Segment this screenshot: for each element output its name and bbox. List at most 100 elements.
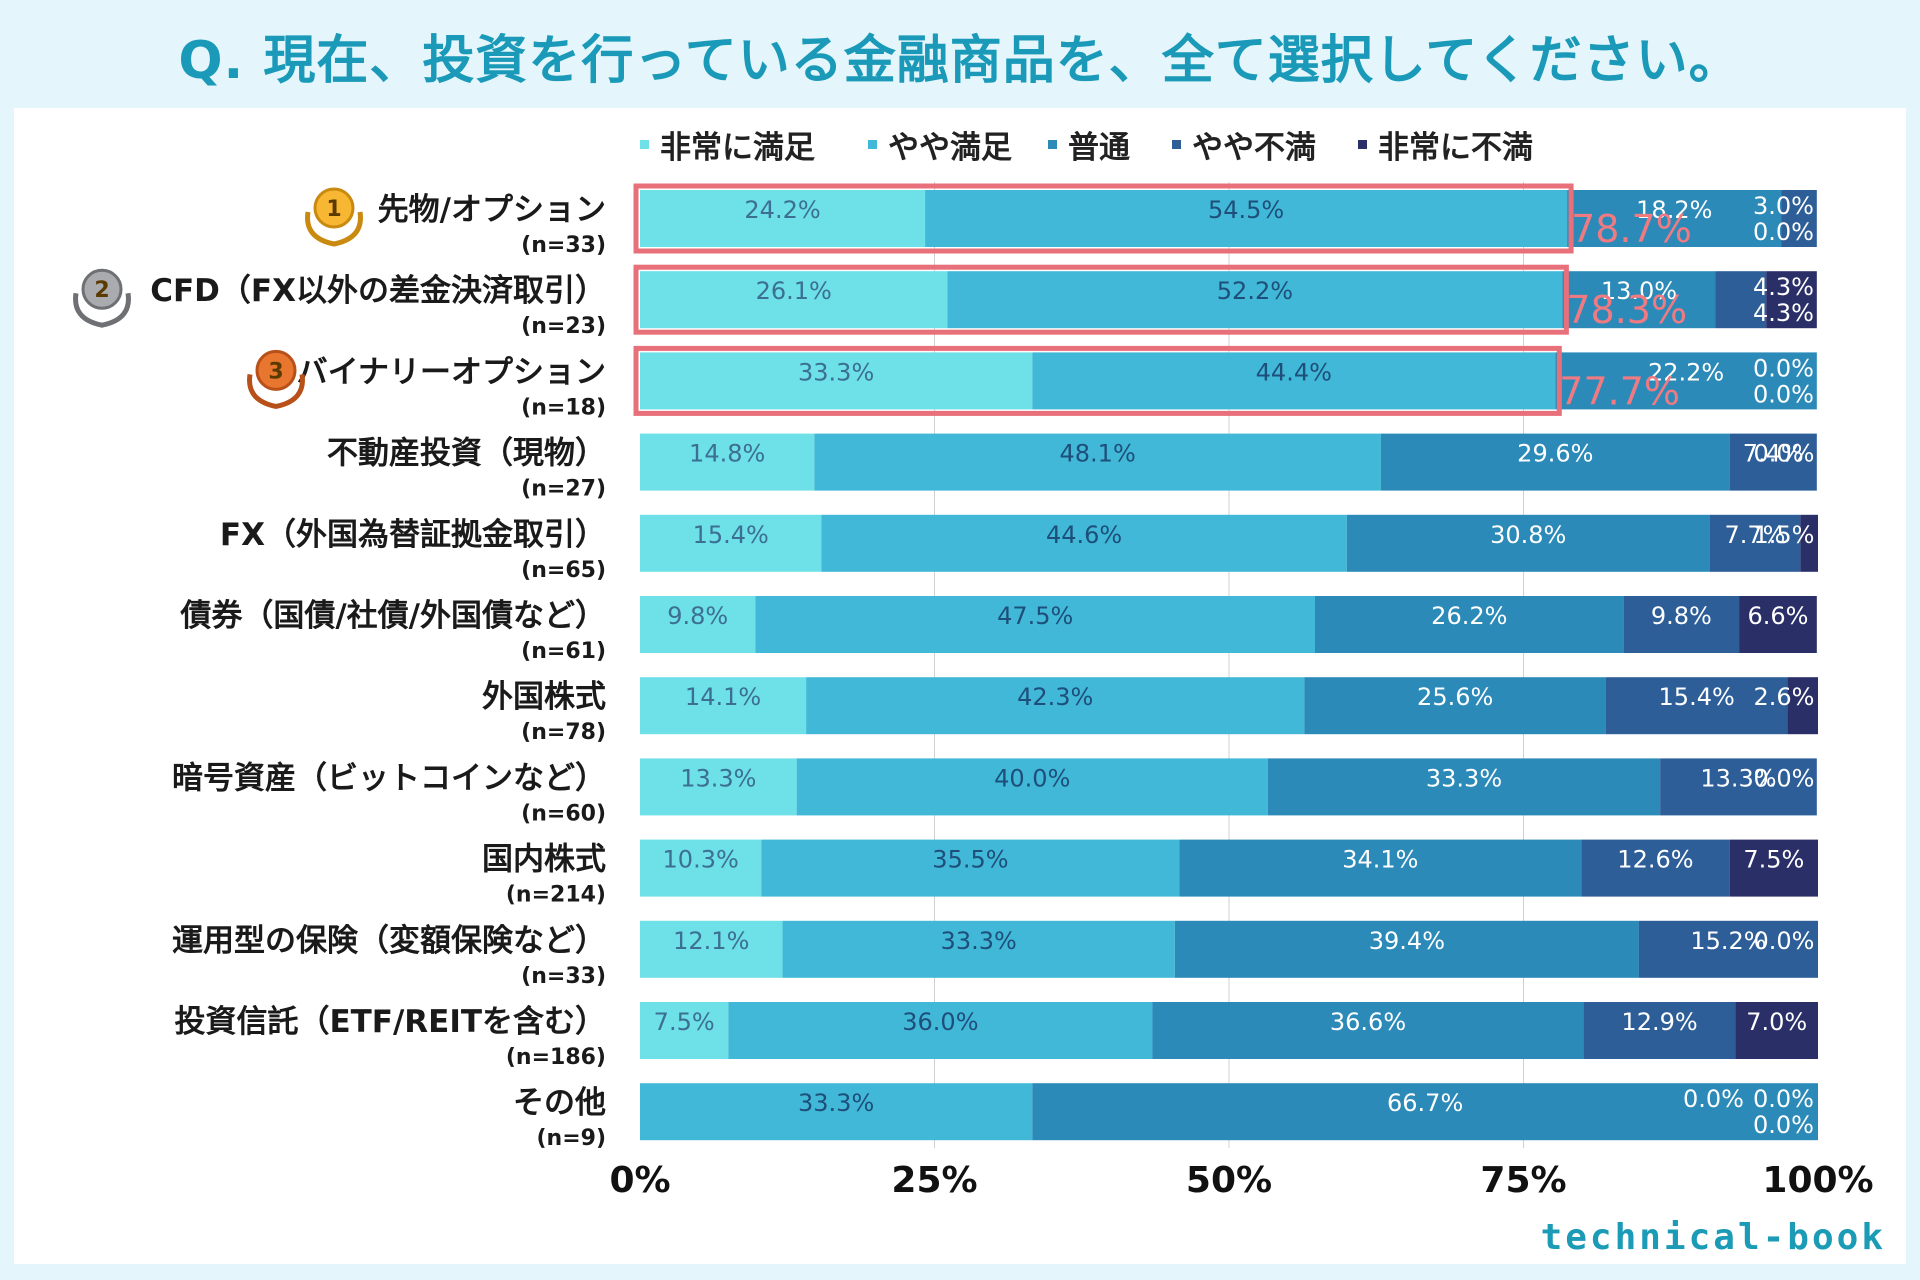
bar-segment bbox=[1346, 514, 1710, 572]
sample-size-label: (n=33) bbox=[521, 964, 606, 989]
category-label: 不動産投資（現物） bbox=[327, 436, 606, 472]
data-label: 24.2% bbox=[744, 196, 820, 224]
legend-label: 非常に満足 bbox=[660, 130, 815, 166]
medal-rank-label: 2 bbox=[94, 278, 109, 303]
bar-segment bbox=[640, 677, 807, 735]
highlight-box bbox=[633, 345, 1562, 416]
data-label: 44.4% bbox=[1256, 358, 1332, 386]
bar-segment bbox=[1729, 433, 1817, 491]
medal-icon bbox=[255, 349, 297, 391]
x-tick-label: 50% bbox=[1186, 1160, 1272, 1201]
data-label: 1.5% bbox=[1754, 521, 1815, 549]
bar-segment bbox=[782, 920, 1175, 978]
bar-segment bbox=[640, 758, 797, 816]
bar-segment bbox=[728, 1002, 1153, 1059]
category-label: バイナリーオプション bbox=[297, 354, 606, 390]
bar-segment bbox=[821, 514, 1347, 572]
legend-swatch bbox=[1172, 140, 1181, 149]
data-label: 7.5% bbox=[654, 1008, 715, 1036]
bar-segment bbox=[1800, 514, 1818, 572]
data-label: 47.5% bbox=[997, 602, 1073, 630]
bar-segment bbox=[1605, 677, 1788, 735]
sample-size-label: (n=214) bbox=[506, 883, 606, 908]
data-label: 2.6% bbox=[1754, 683, 1815, 711]
bar-segment bbox=[1781, 190, 1817, 247]
data-label: 7.5% bbox=[1743, 846, 1804, 874]
bar-segment bbox=[1152, 1002, 1584, 1059]
data-label: 36.0% bbox=[902, 1008, 978, 1036]
bar-segment bbox=[1555, 352, 1817, 410]
bar-segment bbox=[1623, 596, 1740, 653]
bar-segment bbox=[640, 433, 815, 491]
category-label: CFD（FX以外の差金決済取引） bbox=[150, 273, 606, 309]
data-label: 33.3% bbox=[941, 927, 1017, 955]
bar-segment bbox=[806, 677, 1305, 735]
legend-label: 普通 bbox=[1068, 130, 1130, 166]
data-label: 26.2% bbox=[1431, 602, 1507, 630]
bar-segment bbox=[640, 596, 756, 653]
bar-segment bbox=[1766, 271, 1817, 329]
data-label: 30.8% bbox=[1490, 521, 1566, 549]
bar-segment bbox=[1032, 1083, 1818, 1141]
data-label: 48.1% bbox=[1060, 440, 1136, 468]
sample-size-label: (n=33) bbox=[521, 233, 606, 258]
bar-segment bbox=[755, 596, 1315, 653]
category-label: 債券（国債/社債/外国債など） bbox=[179, 598, 606, 634]
highlight-total-label: 78.7% bbox=[1571, 207, 1692, 251]
category-label: FX（外国為替証拠金取引） bbox=[220, 517, 606, 553]
bar-segment bbox=[1709, 514, 1801, 572]
bar-segment bbox=[1032, 352, 1556, 410]
data-label: 66.7% bbox=[1387, 1089, 1463, 1117]
data-label: 6.6% bbox=[1747, 602, 1808, 630]
category-label: 暗号資産（ビットコインなど） bbox=[172, 760, 606, 796]
data-label: 36.6% bbox=[1330, 1008, 1406, 1036]
bar-segment bbox=[1562, 271, 1716, 329]
highlight-box bbox=[633, 264, 1569, 335]
highlight-total-label: 77.7% bbox=[1559, 369, 1680, 413]
data-label: 13.0% bbox=[1601, 277, 1677, 305]
data-label: 4.3% bbox=[1753, 273, 1814, 301]
x-tick-label: 100% bbox=[1762, 1160, 1873, 1201]
data-label: 39.4% bbox=[1369, 927, 1445, 955]
data-label: 35.5% bbox=[932, 846, 1008, 874]
sample-size-label: (n=9) bbox=[536, 1126, 606, 1151]
laurel-icon bbox=[247, 374, 305, 409]
bar-segment bbox=[640, 1083, 1033, 1141]
legend-label: やや不満 bbox=[1192, 130, 1316, 166]
bar-segment bbox=[640, 1002, 729, 1059]
data-label: 33.3% bbox=[798, 1089, 874, 1117]
bar-segment bbox=[796, 758, 1268, 816]
laurel-icon bbox=[305, 211, 363, 247]
data-label: 9.8% bbox=[667, 602, 728, 630]
legend-label: 非常に不満 bbox=[1378, 130, 1533, 166]
data-label: 15.2% bbox=[1690, 927, 1766, 955]
data-label: 0.0% bbox=[1753, 380, 1814, 408]
category-label: 国内株式 bbox=[482, 842, 606, 878]
data-label: 0.0% bbox=[1754, 440, 1815, 468]
bar-segment bbox=[640, 271, 948, 329]
sample-size-label: (n=186) bbox=[506, 1045, 606, 1070]
bar-segment bbox=[640, 839, 762, 897]
brand-logo: technical-book bbox=[1540, 1217, 1886, 1258]
data-label: 7.7% bbox=[1724, 521, 1785, 549]
bar-segment bbox=[640, 352, 1033, 410]
data-label: 14.8% bbox=[689, 440, 765, 468]
data-label: 34.1% bbox=[1342, 846, 1418, 874]
sample-size-label: (n=65) bbox=[521, 558, 606, 583]
bar-segment bbox=[947, 271, 1563, 329]
data-label: 0.0% bbox=[1754, 927, 1815, 955]
page-title: Q. 現在、投資を行っている金融商品を、全て選択してください。 bbox=[178, 31, 1742, 91]
data-label: 52.2% bbox=[1217, 277, 1293, 305]
data-label: 14.1% bbox=[685, 683, 761, 711]
bar-segment bbox=[1267, 758, 1661, 816]
sample-size-label: (n=78) bbox=[521, 720, 606, 745]
data-label: 54.5% bbox=[1208, 196, 1284, 224]
medal-rank-label: 1 bbox=[326, 197, 341, 222]
category-label: 先物/オプション bbox=[378, 192, 606, 228]
bar-segment bbox=[1304, 677, 1606, 735]
data-label: 42.3% bbox=[1017, 683, 1093, 711]
data-label: 13.3% bbox=[680, 764, 756, 792]
legend-label: やや満足 bbox=[888, 130, 1012, 166]
data-label: 22.2% bbox=[1648, 358, 1724, 386]
category-label: 外国株式 bbox=[482, 679, 606, 715]
